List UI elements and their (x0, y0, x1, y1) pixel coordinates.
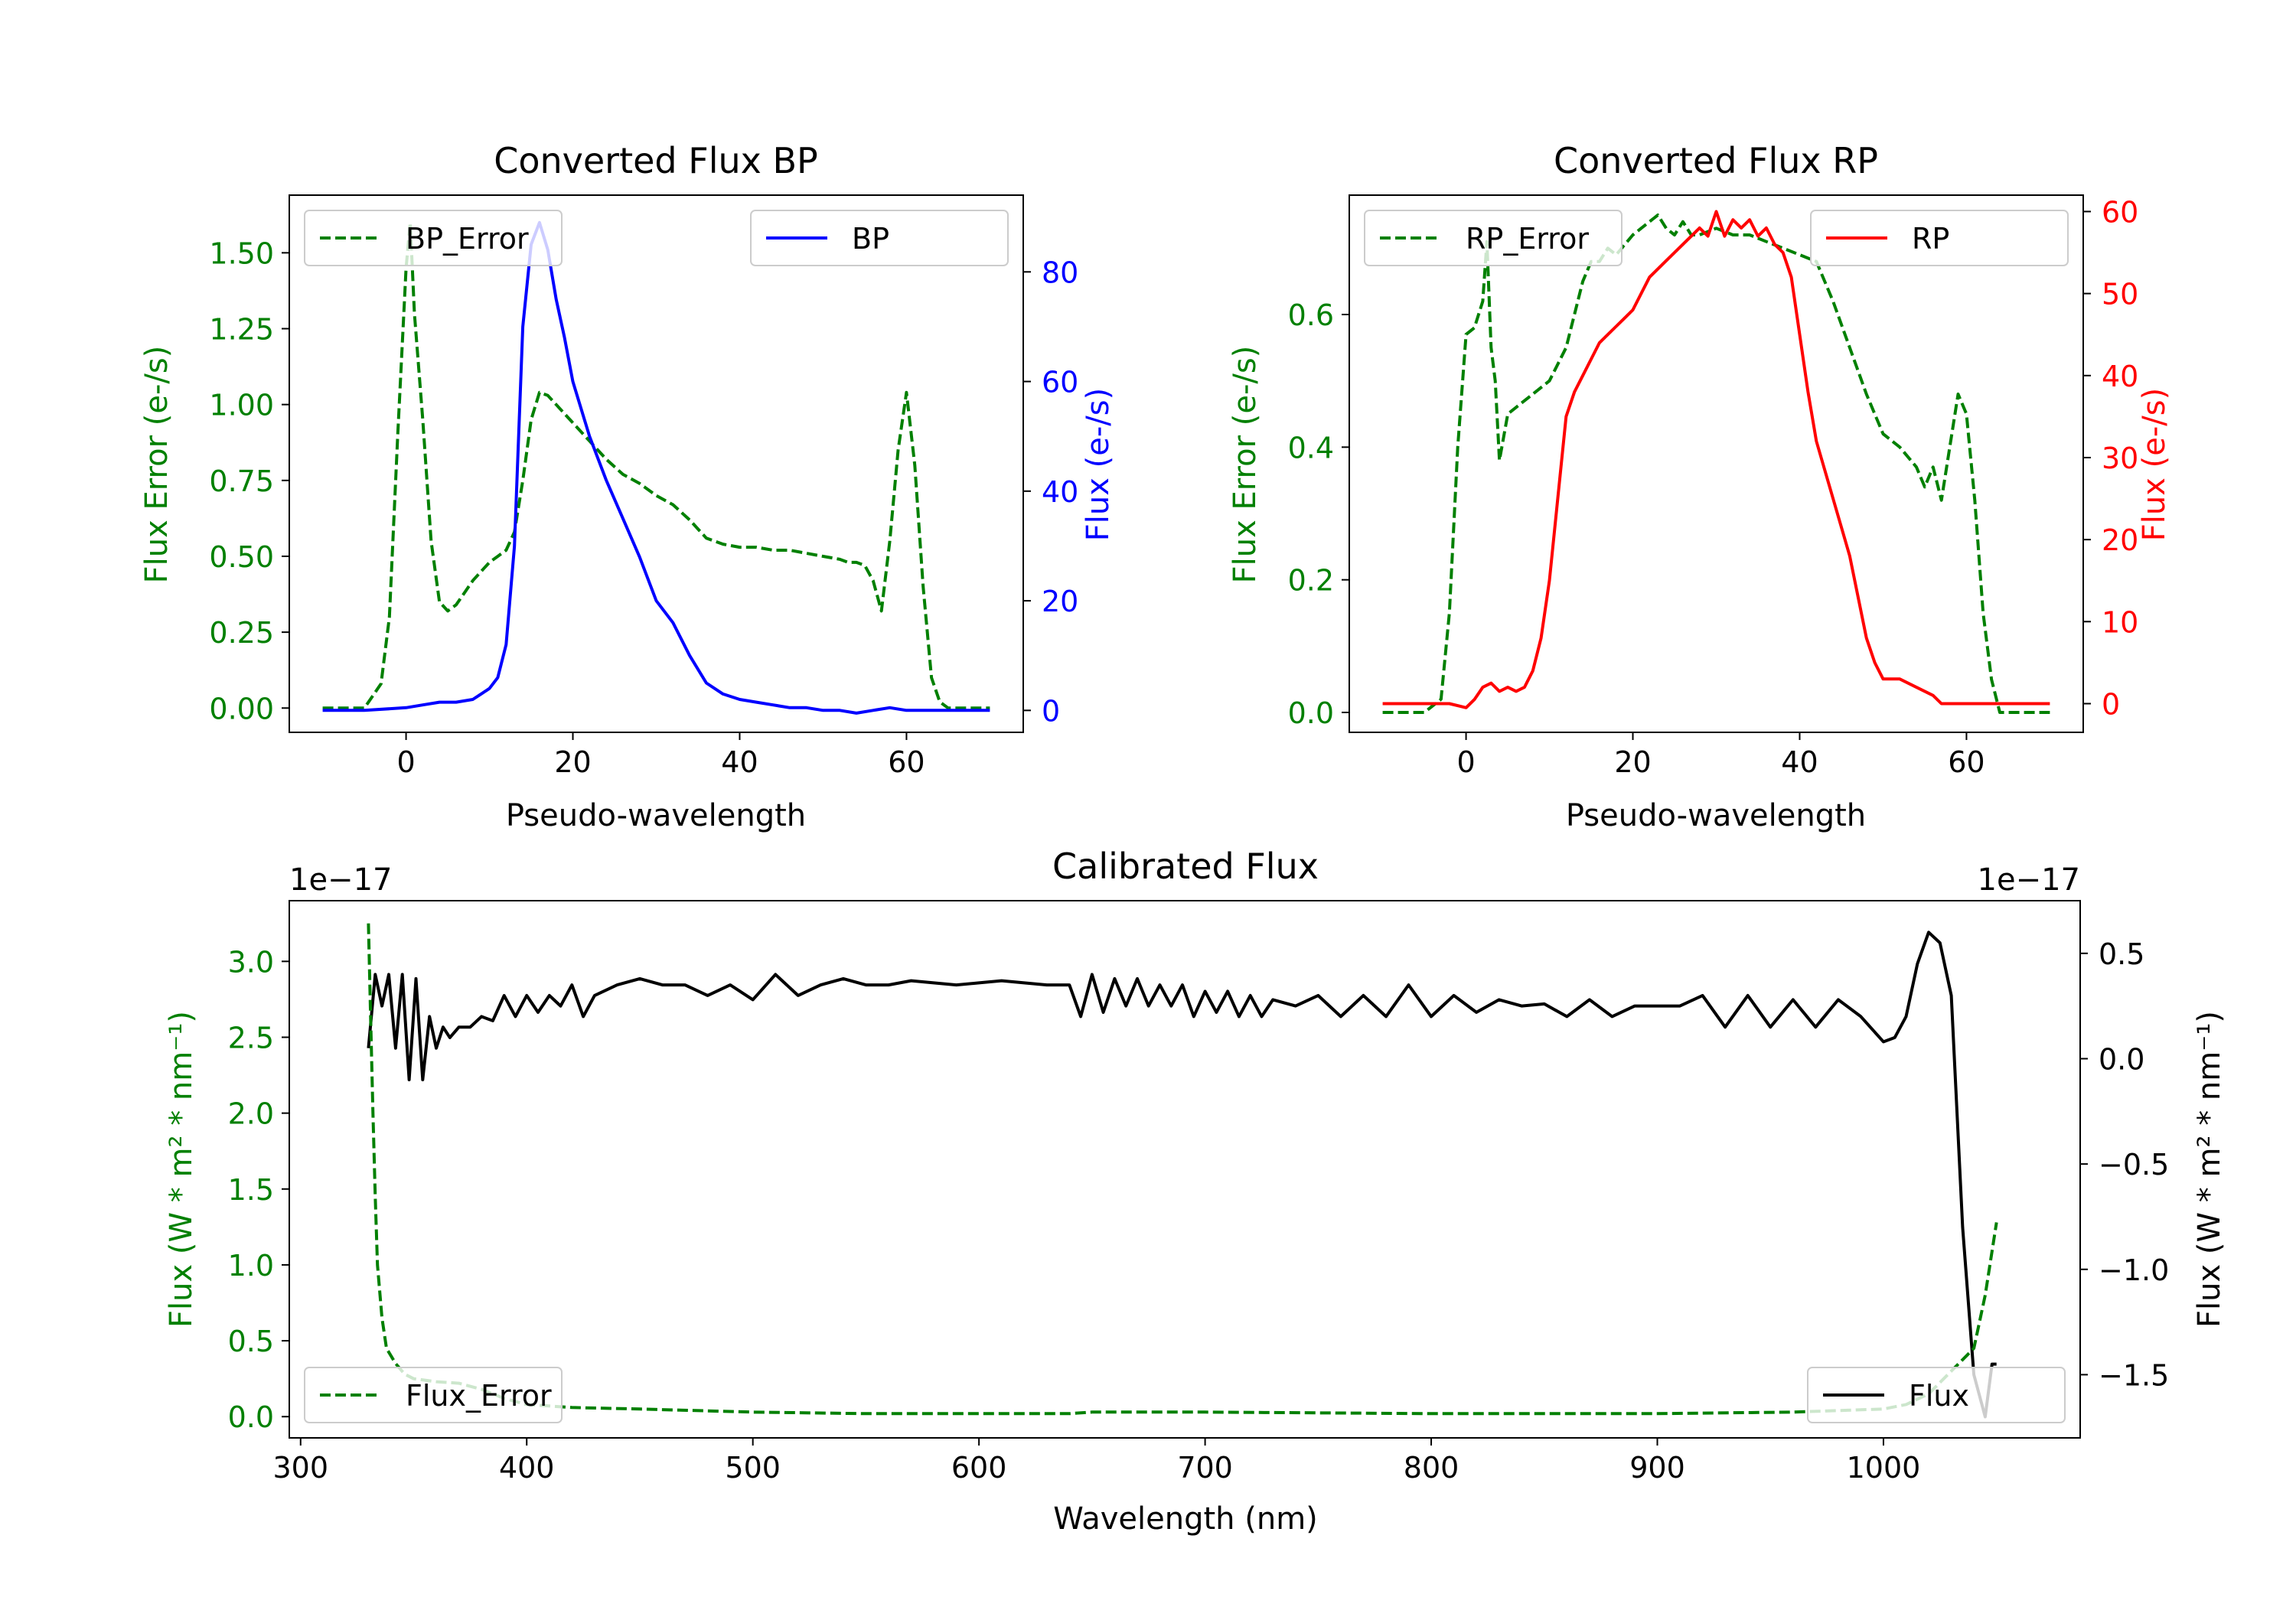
x-tick-label: 0 (396, 745, 415, 779)
x-axis-label: Pseudo-wavelength (1566, 798, 1866, 833)
y-tick-label-right: −1.5 (2099, 1358, 2169, 1392)
legend-box (304, 1367, 563, 1423)
y-axis-label-left: Flux Error (e-/s) (1228, 346, 1263, 584)
x-tick-label: 600 (951, 1451, 1007, 1485)
y-tick-label-right: 50 (2102, 278, 2138, 311)
y-tick-label-right: −0.5 (2099, 1148, 2169, 1182)
legend-flux: Flux (1807, 1367, 2066, 1423)
y-tick-label-left: 1.5 (228, 1173, 274, 1207)
chart-bp: Converted Flux BP Pseudo-wavelength Flux… (139, 140, 1116, 833)
legend-box (1810, 210, 2069, 266)
series-line-bp (322, 220, 990, 715)
y-tick-label-left: 0.75 (209, 464, 274, 498)
x-tick-label: 60 (888, 745, 925, 779)
y-tick-label-right: 0 (2102, 687, 2120, 721)
y-tick-label-right: 20 (1042, 585, 1078, 618)
x-tick-label: 900 (1629, 1451, 1685, 1485)
x-tick-label: 500 (725, 1451, 781, 1485)
series-line-rp-error (1382, 214, 2050, 714)
legend-label: BP (852, 222, 889, 256)
y-tick-label-right: 40 (1042, 475, 1078, 509)
y-tick-label-left: 0.25 (209, 616, 274, 650)
y-tick-label-left: 3.0 (228, 945, 274, 979)
x-axis-label: Pseudo-wavelength (506, 798, 806, 833)
legend-label: RP_Error (1466, 222, 1589, 256)
y-tick-label-left: 2.5 (228, 1021, 274, 1054)
y-tick-label-right: 20 (2102, 523, 2138, 557)
y-tick-label-left: 0.5 (228, 1325, 274, 1358)
series-line-bp-error (322, 220, 990, 710)
x-tick-label: 20 (554, 745, 591, 779)
legend-label: BP_Error (406, 222, 529, 256)
legend-box (1807, 1367, 2066, 1423)
series-line-flux-error (367, 923, 1998, 1416)
offset-text-right: 1e−17 (1978, 862, 2080, 898)
y-tick-label-right: 80 (1042, 256, 1078, 289)
y-axis-label-right: Flux (W * m² * nm⁻¹) (2192, 1011, 2227, 1328)
chart-rp: Converted Flux RP Pseudo-wavelength Flux… (1228, 140, 2172, 833)
x-tick-label: 700 (1177, 1451, 1233, 1485)
legend-label: RP (1912, 222, 1949, 256)
y-tick-label-left: 0.00 (209, 692, 274, 725)
y-tick-label-left: 0.0 (1288, 696, 1334, 730)
y-tick-label-left: 1.50 (209, 236, 274, 270)
plot-frame (289, 900, 2081, 1439)
y-tick-label-right: 60 (2102, 195, 2138, 229)
x-tick-label: 60 (1948, 745, 1985, 779)
legend-label: Flux_Error (406, 1379, 552, 1413)
y-tick-label-right: 10 (2102, 605, 2138, 639)
legend-label: Flux (1909, 1379, 1969, 1413)
y-tick-label-left: 0.50 (209, 540, 274, 574)
x-axis-label: Wavelength (nm) (1053, 1501, 1318, 1537)
legend-box (1364, 210, 1623, 266)
y-axis-label-left: Flux (W * m² * nm⁻¹) (164, 1011, 199, 1328)
y-axis-label-right: Flux (e-/s) (1081, 388, 1116, 541)
legend-rp: RP (1810, 210, 2069, 266)
y-axis-label-right: Flux (e-/s) (2137, 388, 2172, 541)
y-tick-label-right: 0.0 (2099, 1042, 2144, 1076)
y-tick-label-left: 0.4 (1288, 431, 1334, 464)
x-tick-label: 400 (499, 1451, 555, 1485)
y-tick-label-right: 30 (2102, 442, 2138, 475)
y-tick-label-left: 0.0 (228, 1400, 274, 1434)
y-tick-label-left: 1.25 (209, 313, 274, 347)
legend-box (750, 210, 1009, 266)
series-line-rp (1382, 210, 2050, 709)
y-axis-label-left: Flux Error (e-/s) (139, 346, 174, 584)
y-tick-label-right: 0 (1042, 694, 1060, 728)
chart-title: Converted Flux RP (1554, 140, 1878, 181)
x-tick-label: 800 (1404, 1451, 1459, 1485)
y-tick-label-left: 2.0 (228, 1097, 274, 1131)
y-tick-label-right: 40 (2102, 360, 2138, 393)
x-tick-label: 1000 (1847, 1451, 1921, 1485)
series-line-flux (367, 931, 1997, 1419)
x-tick-label: 0 (1456, 745, 1475, 779)
y-tick-label-right: 0.5 (2099, 937, 2144, 971)
y-tick-label-left: 0.6 (1288, 298, 1334, 332)
x-tick-label: 300 (273, 1451, 329, 1485)
chart-calibrated: Calibrated Flux Wavelength (nm) Flux (W … (164, 846, 2227, 1537)
x-tick-label: 40 (721, 745, 758, 779)
offset-text-left: 1e−17 (289, 862, 392, 898)
y-tick-label-left: 1.00 (209, 389, 274, 422)
y-tick-label-left: 1.0 (228, 1249, 274, 1283)
plot-frame (1349, 194, 2084, 733)
x-tick-label: 20 (1614, 745, 1651, 779)
y-tick-label-right: −1.0 (2099, 1253, 2169, 1287)
x-tick-label: 40 (1781, 745, 1818, 779)
legend-rp-error: RP_Error (1364, 210, 1623, 266)
chart-title: Converted Flux BP (494, 140, 818, 181)
plot-frame (289, 194, 1024, 733)
legend-flux-error: Flux_Error (304, 1367, 563, 1423)
legend-bp: BP (750, 210, 1009, 266)
legend-bp-error: BP_Error (304, 210, 563, 266)
legend-box (304, 210, 563, 266)
chart-title: Calibrated Flux (1052, 846, 1319, 887)
y-tick-label-left: 0.2 (1288, 564, 1334, 598)
y-tick-label-right: 60 (1042, 366, 1078, 399)
